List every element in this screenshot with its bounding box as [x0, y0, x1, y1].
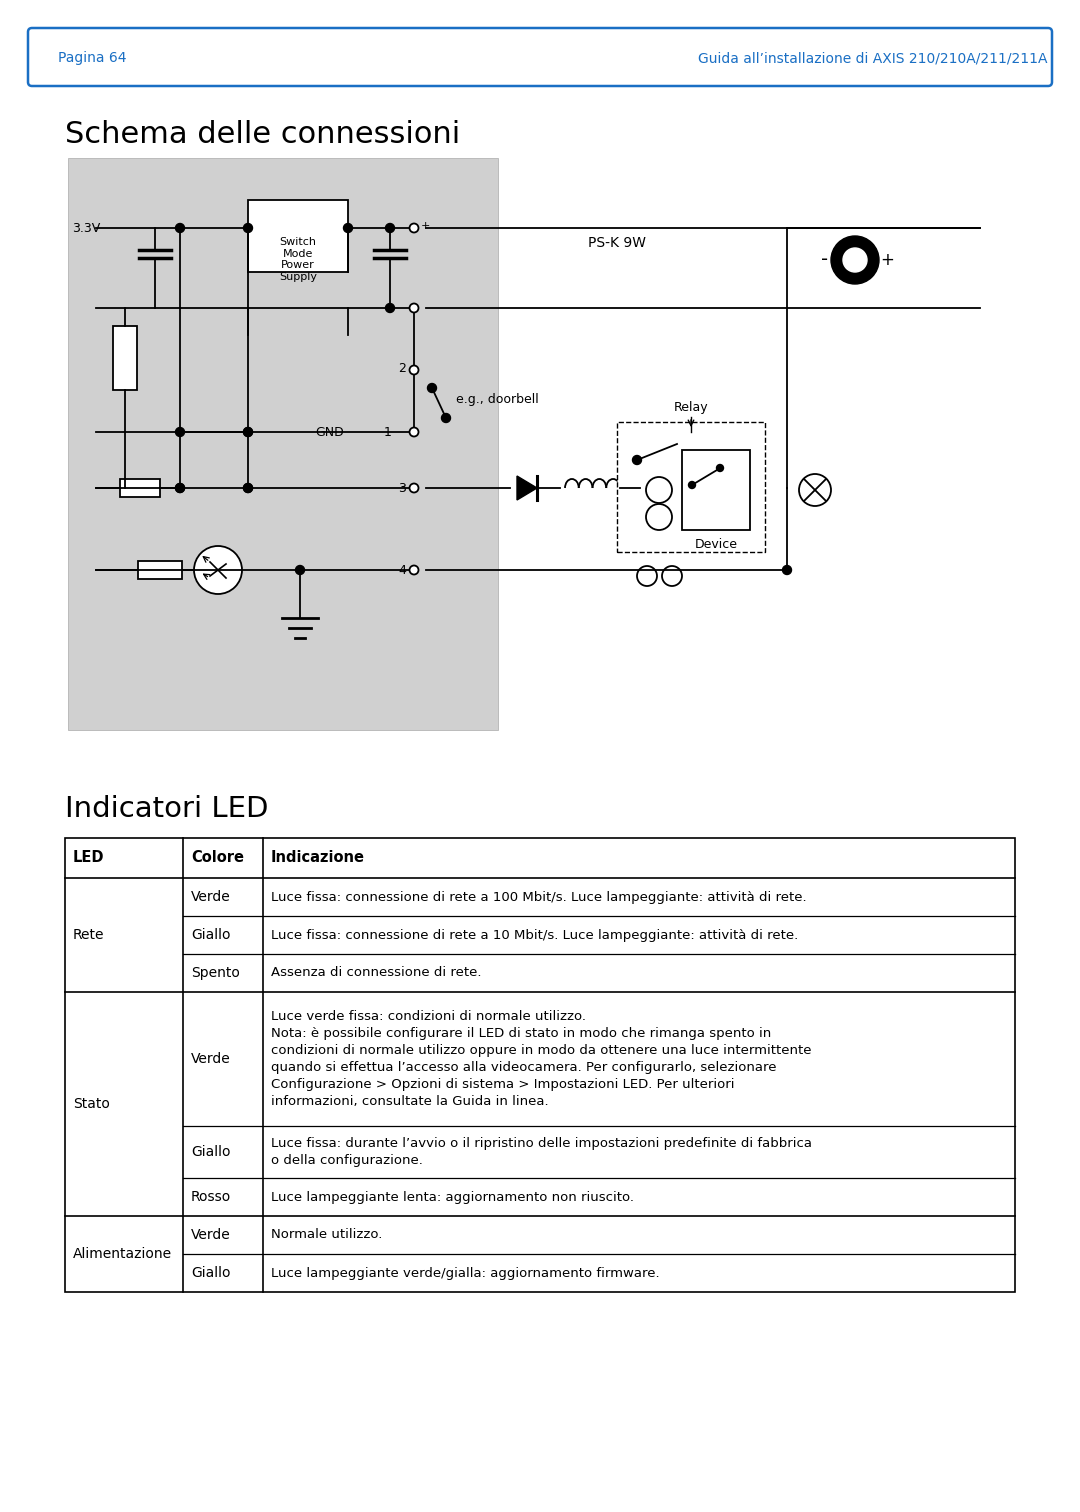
Bar: [138, 561, 183, 579]
Circle shape: [343, 224, 352, 233]
Text: Stato: Stato: [73, 1098, 110, 1111]
Text: quando si effettua l’accesso alla videocamera. Per configurarlo, selezionare: quando si effettua l’accesso alla videoc…: [271, 1061, 777, 1074]
Circle shape: [194, 546, 242, 594]
Text: informazioni, consultate la Guida in linea.: informazioni, consultate la Guida in lin…: [271, 1095, 549, 1108]
Text: Relay: Relay: [674, 402, 708, 414]
Circle shape: [243, 428, 253, 437]
Text: Nota: è possibile configurare il LED di stato in modo che rimanga spento in: Nota: è possibile configurare il LED di …: [271, 1027, 771, 1040]
Text: Luce fissa: connessione di rete a 10 Mbit/s. Luce lampeggiante: attività di rete: Luce fissa: connessione di rete a 10 Mbi…: [271, 928, 798, 942]
Circle shape: [175, 224, 185, 233]
Circle shape: [646, 503, 672, 531]
Circle shape: [296, 565, 305, 575]
Circle shape: [783, 565, 792, 575]
Text: PS-K 9W: PS-K 9W: [588, 236, 646, 249]
Circle shape: [409, 428, 419, 437]
Circle shape: [409, 484, 419, 493]
Text: Schema delle connessioni: Schema delle connessioni: [65, 119, 460, 150]
Circle shape: [409, 224, 419, 233]
Text: condizioni di normale utilizzo oppure in modo da ottenere una luce intermittente: condizioni di normale utilizzo oppure in…: [271, 1043, 811, 1057]
Text: Luce fissa: durante l’avvio o il ripristino delle impostazioni predefinite di fa: Luce fissa: durante l’avvio o il riprist…: [271, 1137, 812, 1151]
Bar: [248, 200, 348, 272]
Text: Guida all’installazione di AXIS 210/210A/211/211A: Guida all’installazione di AXIS 210/210A…: [699, 51, 1048, 65]
Circle shape: [243, 484, 253, 493]
Text: Rete: Rete: [73, 928, 105, 942]
Text: 1: 1: [384, 425, 392, 438]
Text: Pagina 64: Pagina 64: [58, 51, 126, 65]
Polygon shape: [517, 476, 537, 500]
Circle shape: [409, 366, 419, 375]
Text: Luce fissa: connessione di rete a 100 Mbit/s. Luce lampeggiante: attività di ret: Luce fissa: connessione di rete a 100 Mb…: [271, 891, 807, 904]
Text: +: +: [880, 251, 894, 269]
Circle shape: [646, 476, 672, 503]
Text: 2: 2: [399, 363, 406, 375]
Bar: [65, 838, 1015, 1291]
Bar: [681, 451, 750, 531]
Circle shape: [243, 484, 253, 493]
Circle shape: [243, 428, 253, 437]
Circle shape: [799, 473, 831, 507]
Text: Assenza di connessione di rete.: Assenza di connessione di rete.: [271, 966, 482, 980]
Bar: [617, 422, 765, 552]
Text: GND: GND: [315, 425, 345, 438]
Text: Normale utilizzo.: Normale utilizzo.: [271, 1228, 382, 1241]
Text: Device: Device: [694, 537, 738, 550]
Circle shape: [662, 565, 681, 587]
Circle shape: [633, 455, 642, 464]
Circle shape: [409, 304, 419, 313]
Text: Giallo: Giallo: [191, 928, 230, 942]
Circle shape: [386, 304, 394, 313]
Text: 3: 3: [399, 481, 406, 494]
Text: Rosso: Rosso: [191, 1190, 231, 1204]
Text: Luce lampeggiante lenta: aggiornamento non riuscito.: Luce lampeggiante lenta: aggiornamento n…: [271, 1190, 634, 1204]
Text: LED: LED: [73, 850, 105, 865]
Circle shape: [689, 481, 696, 488]
Text: e.g., doorbell: e.g., doorbell: [456, 393, 539, 407]
Text: Alimentazione: Alimentazione: [73, 1247, 172, 1261]
Text: Verde: Verde: [191, 1228, 231, 1241]
Text: o della configurazione.: o della configurazione.: [271, 1154, 423, 1167]
Text: Luce verde fissa: condizioni di normale utilizzo.: Luce verde fissa: condizioni di normale …: [271, 1010, 586, 1024]
Text: +: +: [421, 221, 430, 231]
Circle shape: [637, 565, 657, 587]
Text: Spento: Spento: [191, 966, 240, 980]
Circle shape: [175, 428, 185, 437]
Circle shape: [716, 464, 724, 472]
Circle shape: [428, 384, 436, 393]
Bar: [120, 479, 160, 497]
Circle shape: [175, 484, 185, 493]
Circle shape: [843, 248, 867, 272]
Text: 3.3V: 3.3V: [72, 221, 100, 234]
Text: Colore: Colore: [191, 850, 244, 865]
Text: Configurazione > Opzioni di sistema > Impostazioni LED. Per ulteriori: Configurazione > Opzioni di sistema > Im…: [271, 1078, 734, 1092]
Text: Switch
Mode
Power
Supply: Switch Mode Power Supply: [279, 237, 318, 281]
Text: Indicatori LED: Indicatori LED: [65, 795, 269, 823]
Text: -: -: [822, 251, 828, 269]
Circle shape: [175, 484, 185, 493]
Text: Verde: Verde: [191, 891, 231, 904]
Bar: [113, 327, 137, 390]
Circle shape: [409, 565, 419, 575]
Circle shape: [831, 236, 879, 284]
Text: Giallo: Giallo: [191, 1145, 230, 1160]
Circle shape: [243, 224, 253, 233]
Bar: [68, 157, 498, 730]
Circle shape: [386, 224, 394, 233]
Text: Luce lampeggiante verde/gialla: aggiornamento firmware.: Luce lampeggiante verde/gialla: aggiorna…: [271, 1267, 660, 1279]
Text: Giallo: Giallo: [191, 1266, 230, 1281]
Text: Indicazione: Indicazione: [271, 850, 365, 865]
FancyBboxPatch shape: [28, 29, 1052, 86]
Circle shape: [442, 413, 450, 422]
Text: 4: 4: [399, 564, 406, 576]
Text: Verde: Verde: [191, 1052, 231, 1066]
